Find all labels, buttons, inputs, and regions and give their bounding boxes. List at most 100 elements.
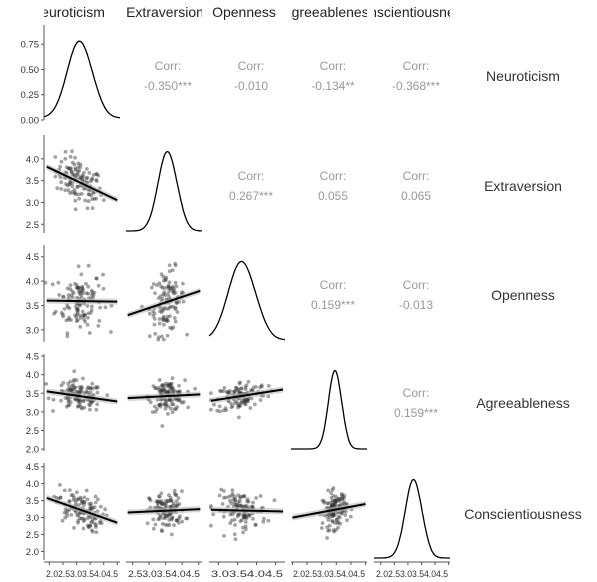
scatter-point <box>160 296 165 301</box>
scatter-point <box>160 529 165 534</box>
scatter-point <box>167 288 172 293</box>
scatter-point <box>170 516 175 521</box>
scatter-point <box>169 498 174 503</box>
scatter-point <box>160 383 165 388</box>
scatter-point <box>147 496 151 500</box>
scatter-point <box>74 192 78 197</box>
scatter-point <box>173 307 178 312</box>
scatter-point <box>74 319 79 324</box>
scatter-point <box>186 405 191 410</box>
scatter-point <box>82 317 86 322</box>
scatter-point <box>165 319 169 323</box>
column-header-neuroticism: Neuroticism <box>31 4 105 20</box>
scatter-point <box>222 495 226 500</box>
scatter-point <box>241 398 246 403</box>
scatter-point <box>103 507 107 512</box>
scatter-point <box>241 525 245 530</box>
scatter-point <box>55 186 60 191</box>
scatter-point <box>73 385 78 390</box>
scatter-point <box>87 331 92 335</box>
scatter-point <box>90 206 95 211</box>
scatter-point <box>334 517 339 522</box>
scatter-point <box>320 498 325 503</box>
y-tick-label: 3.5 <box>26 496 39 507</box>
x-axis-col-0: 2.02.53.03.54.04.5 <box>44 561 120 580</box>
scatter-point <box>177 397 182 402</box>
scatter-point <box>65 334 70 339</box>
scatter-panel-3-0 <box>44 369 118 413</box>
scatter-point <box>233 389 238 393</box>
corr-value: -0.350*** <box>144 79 192 93</box>
scatter-point <box>85 175 90 180</box>
scatter-point <box>220 502 225 506</box>
scatter-point <box>66 305 70 310</box>
scatter-point <box>87 192 92 197</box>
scatter-point <box>61 381 66 385</box>
scatter-point <box>91 293 96 298</box>
scatter-point <box>180 489 184 493</box>
y-tick-label: 0.25 <box>21 90 40 101</box>
scatter-point <box>96 497 100 502</box>
scatter-point <box>151 526 156 531</box>
scatter-point <box>69 387 74 392</box>
scatter-point <box>94 407 99 412</box>
scatter-point <box>91 529 95 534</box>
scatter-point <box>163 406 168 411</box>
scatter-point <box>78 497 83 501</box>
scatter-point <box>232 401 237 405</box>
scatter-point <box>242 494 247 498</box>
scatter-point <box>337 499 342 503</box>
scatter-point <box>230 404 235 408</box>
scatter-point <box>96 283 101 288</box>
scatter-point <box>175 398 180 403</box>
scatter-point <box>228 512 233 517</box>
scatter-point <box>336 525 340 530</box>
scatter-point <box>85 386 90 391</box>
scatter-point <box>225 390 230 394</box>
regression-line <box>46 165 118 202</box>
scatter-point <box>88 179 93 184</box>
scatter-point <box>76 184 80 189</box>
scatter-point <box>86 524 91 529</box>
scatter-point <box>235 401 240 406</box>
scatter-point <box>85 206 90 211</box>
scatter-point <box>170 268 175 273</box>
scatter-point <box>158 390 162 394</box>
scatter-point <box>162 402 167 406</box>
scatter-point <box>221 408 226 413</box>
scatter-point <box>224 495 229 500</box>
scatter-point <box>339 493 344 497</box>
scatter-point <box>243 520 248 524</box>
scatter-point <box>94 196 99 201</box>
scatter-panel-4-3 <box>292 486 366 540</box>
scatter-point <box>330 498 335 503</box>
scatter-point <box>71 383 76 388</box>
scatter-point <box>235 504 239 508</box>
scatter-point <box>243 527 248 532</box>
scatter-point <box>261 519 266 524</box>
scatter-point <box>166 284 171 289</box>
scatter-point <box>266 518 271 523</box>
scatter-point <box>325 525 330 530</box>
corr-cell-1-3: Corr: 0.055 <box>318 169 348 203</box>
scatter-point <box>230 512 235 517</box>
corr-cell-3-4: Corr: 0.159*** <box>394 386 438 420</box>
scatter-point <box>340 510 345 515</box>
scatter-point <box>236 512 241 517</box>
scatter-point <box>163 501 167 506</box>
scatter-point <box>171 289 176 294</box>
scatter-point <box>160 502 164 507</box>
scatter-point <box>88 403 92 408</box>
scatter-point <box>170 402 174 407</box>
scatter-point <box>67 403 72 407</box>
scatter-point <box>172 287 177 292</box>
scatter-point <box>69 166 73 171</box>
scatter-point <box>80 499 84 503</box>
scatter-point <box>217 404 222 409</box>
scatter-point <box>243 504 248 508</box>
scatter-point <box>330 514 335 519</box>
scatter-point <box>58 164 62 169</box>
scatter-point <box>173 261 178 266</box>
scatter-point <box>79 175 84 180</box>
scatter-point <box>244 516 249 521</box>
